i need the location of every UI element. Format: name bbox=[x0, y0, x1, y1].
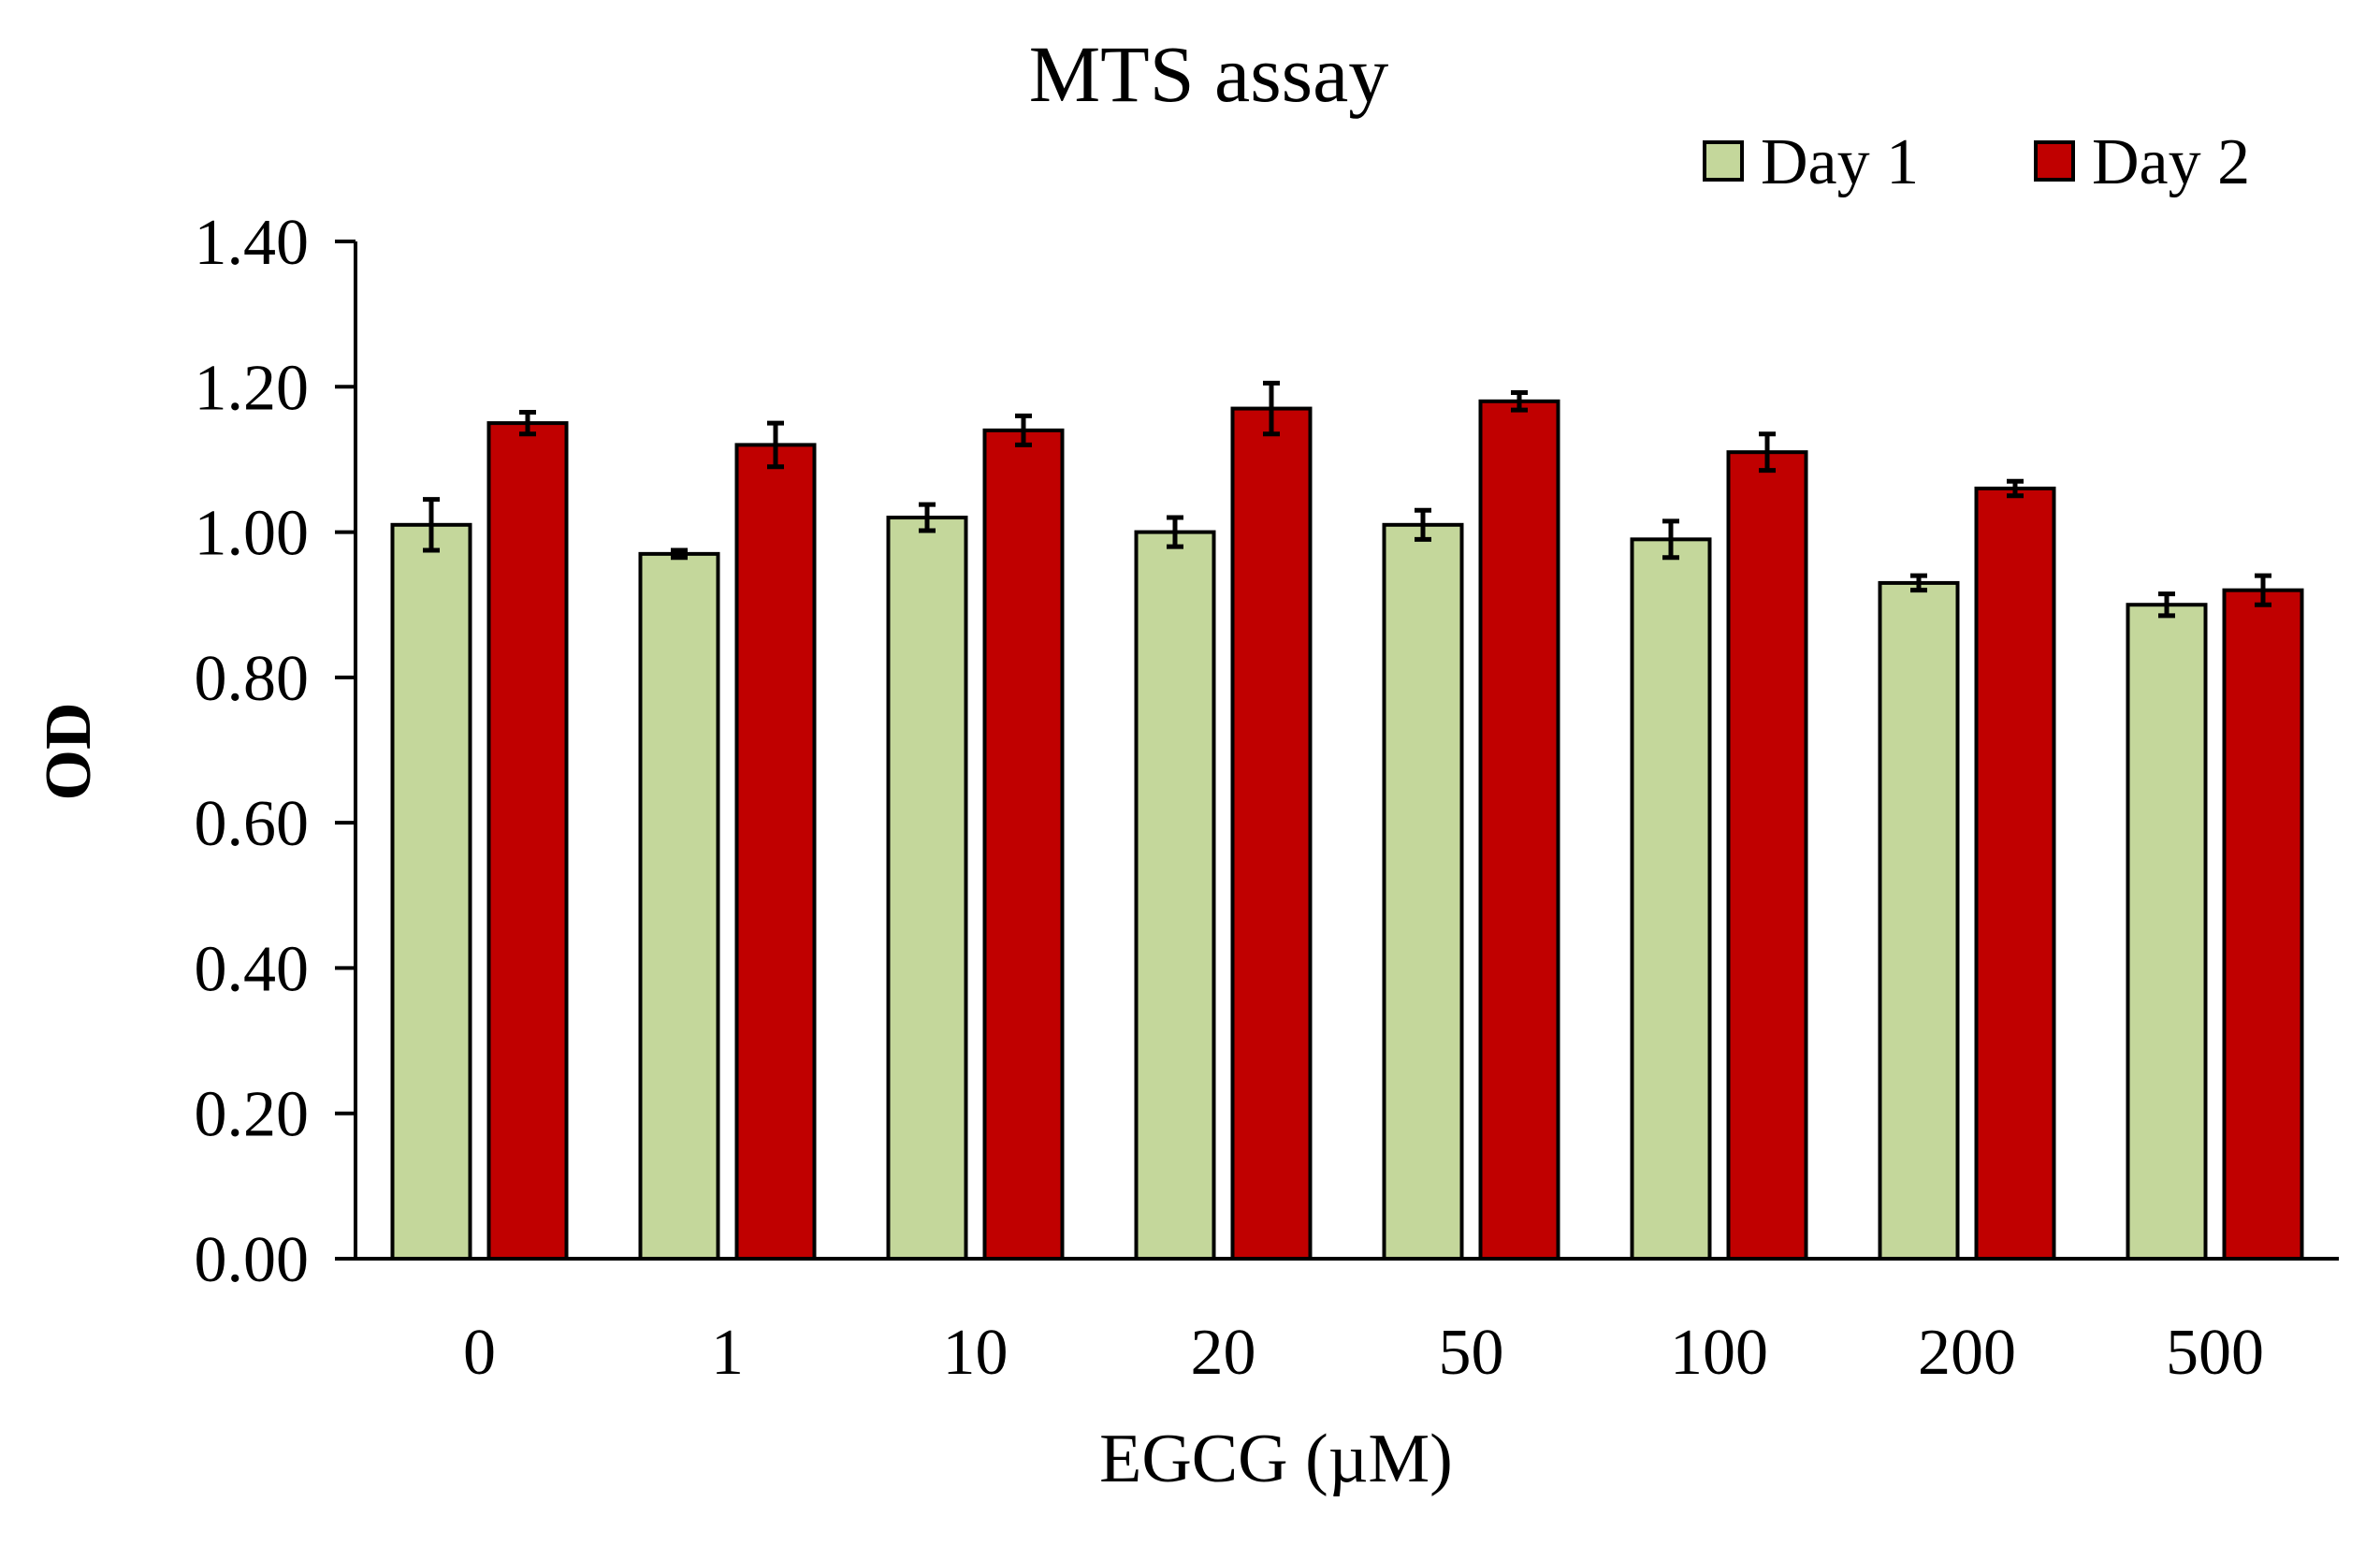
x-tick-label: 10 bbox=[943, 1317, 1009, 1389]
error-bars bbox=[423, 380, 2271, 619]
x-tick-label: 200 bbox=[1918, 1317, 2016, 1389]
y-tick-label: 0.80 bbox=[195, 643, 310, 715]
x-axis-label: EGCG (µM) bbox=[1099, 1421, 1453, 1497]
bar-day1 bbox=[2126, 603, 2208, 1261]
bar-day2 bbox=[486, 421, 569, 1262]
y-tick-label: 0.60 bbox=[195, 788, 310, 860]
bar-day1 bbox=[638, 551, 720, 1261]
chart-title: MTS assay bbox=[1029, 29, 1389, 119]
y-tick-label: 0.00 bbox=[195, 1224, 310, 1296]
bar-day1 bbox=[1382, 522, 1464, 1261]
bar-day1 bbox=[1134, 530, 1216, 1261]
bar-day2 bbox=[734, 443, 817, 1261]
y-axis-label: OD bbox=[33, 703, 105, 801]
legend-swatch bbox=[2034, 140, 2075, 182]
x-tick-label: 20 bbox=[1191, 1317, 1256, 1389]
bars bbox=[390, 399, 2304, 1262]
bar-day2 bbox=[1478, 399, 1560, 1262]
legend-label: Day 1 bbox=[1761, 126, 1919, 198]
bar-day1 bbox=[886, 516, 968, 1261]
bar-day1 bbox=[390, 522, 472, 1261]
bar-day2 bbox=[1230, 406, 1313, 1262]
legend: Day 1 Day 2 bbox=[1703, 126, 2250, 198]
y-tick-label: 1.20 bbox=[195, 352, 310, 424]
x-axis: 0 1 10 20 50 100 200 500 bbox=[335, 1257, 2339, 1389]
x-tick-label: 1 bbox=[711, 1317, 744, 1389]
x-tick-label: 500 bbox=[2166, 1317, 2264, 1389]
bar-day2 bbox=[982, 428, 1065, 1262]
bar-day2 bbox=[1726, 450, 1808, 1261]
bar-day2 bbox=[1974, 486, 2056, 1261]
legend-swatch bbox=[1703, 140, 1744, 182]
x-tick-label: 100 bbox=[1670, 1317, 1768, 1389]
y-tick-label: 0.40 bbox=[195, 933, 310, 1005]
y-axis: 0.00 0.20 0.40 0.60 0.80 1.00 1.20 1.40 bbox=[195, 207, 357, 1296]
x-tick-label: 50 bbox=[1439, 1317, 1504, 1389]
y-tick-label: 1.00 bbox=[195, 498, 310, 570]
y-tick-label: 0.20 bbox=[195, 1079, 310, 1151]
x-tick-label: 0 bbox=[463, 1317, 496, 1389]
y-tick-label: 1.40 bbox=[195, 207, 310, 279]
bar-day1 bbox=[1630, 537, 1712, 1261]
legend-label: Day 2 bbox=[2092, 126, 2250, 198]
bar-day2 bbox=[2222, 588, 2304, 1261]
bar-day1 bbox=[1878, 580, 1960, 1261]
